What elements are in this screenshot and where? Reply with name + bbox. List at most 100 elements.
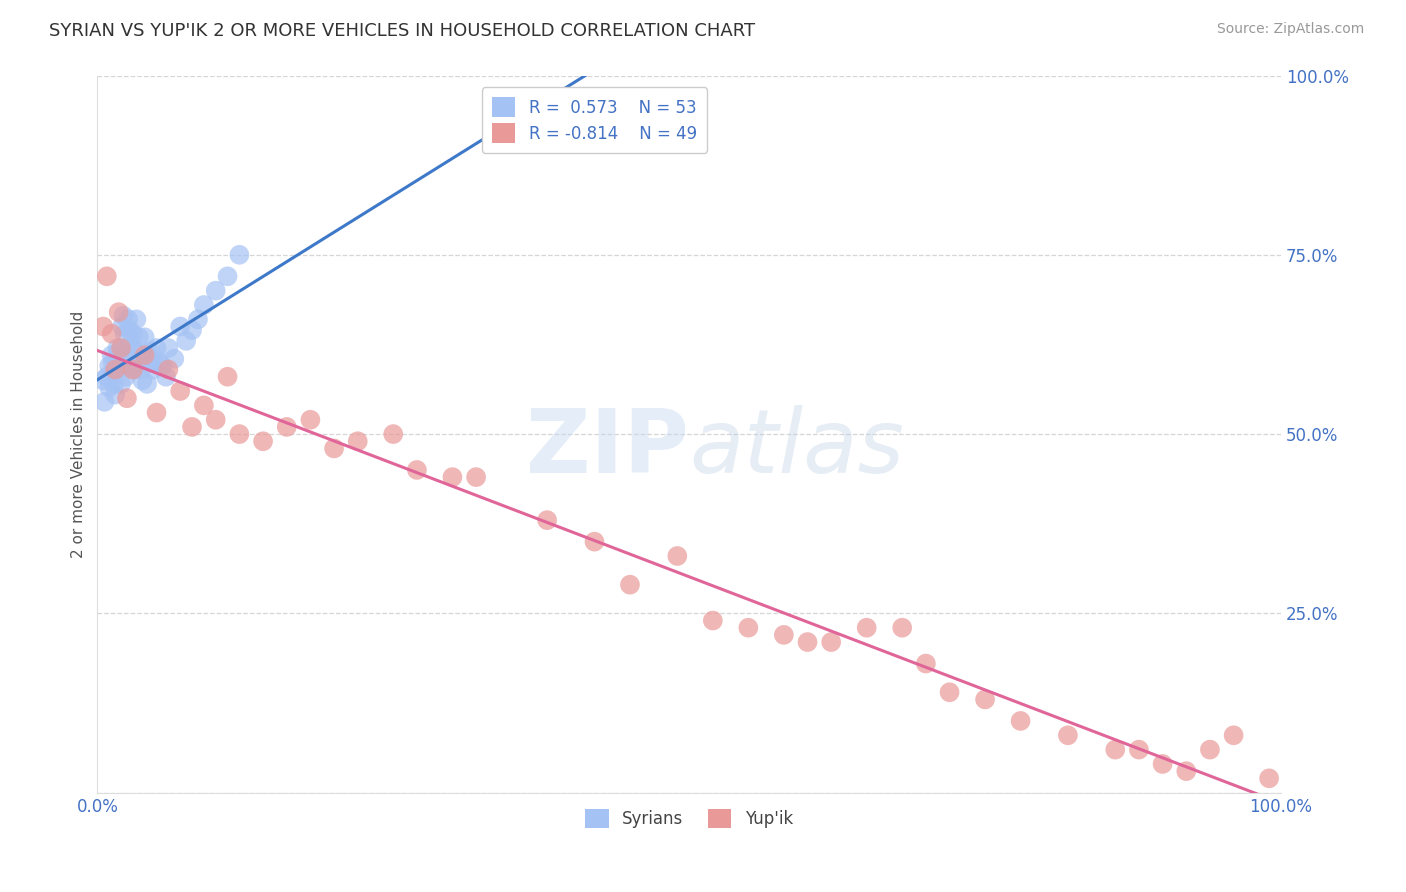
Point [157, 341, 180, 355]
Point [96, 269, 118, 284]
Legend: Syrians, Yup'ik: Syrians, Yup'ik [579, 802, 800, 835]
Point [1222, 728, 1244, 742]
Text: atlas: atlas [689, 406, 904, 491]
Point [820, 635, 842, 649]
Point [105, 362, 128, 376]
Point [1057, 728, 1080, 742]
Point [163, 351, 186, 366]
Point [193, 298, 215, 312]
Point [122, 362, 145, 376]
Point [619, 577, 641, 591]
Point [104, 362, 127, 376]
Point [110, 359, 132, 373]
Point [107, 341, 129, 355]
Point [128, 330, 150, 344]
Point [737, 621, 759, 635]
Point [110, 376, 132, 391]
Point [93, 394, 115, 409]
Point [134, 348, 156, 362]
Point [228, 248, 250, 262]
Point [1199, 742, 1222, 756]
Point [1128, 742, 1150, 756]
Text: ZIP: ZIP [526, 405, 689, 491]
Point [772, 628, 794, 642]
Point [107, 305, 129, 319]
Point [855, 621, 877, 635]
Point [406, 463, 429, 477]
Point [974, 692, 997, 706]
Point [796, 635, 818, 649]
Point [157, 362, 180, 376]
Point [228, 427, 250, 442]
Point [536, 513, 558, 527]
Point [1104, 742, 1126, 756]
Point [115, 391, 138, 405]
Point [107, 344, 129, 359]
Point [98, 380, 121, 394]
Point [103, 376, 125, 391]
Point [100, 348, 122, 362]
Point [891, 621, 914, 635]
Point [204, 413, 226, 427]
Point [120, 359, 142, 373]
Point [101, 355, 124, 369]
Point [181, 420, 204, 434]
Point [299, 413, 322, 427]
Point [96, 369, 118, 384]
Point [346, 434, 368, 449]
Point [100, 326, 122, 341]
Point [441, 470, 464, 484]
Point [143, 355, 166, 369]
Point [125, 312, 148, 326]
Point [193, 398, 215, 412]
Point [118, 323, 141, 337]
Point [136, 348, 159, 362]
Point [583, 534, 606, 549]
Point [1175, 764, 1198, 779]
Point [181, 323, 204, 337]
Point [91, 373, 114, 387]
Point [114, 369, 136, 384]
Point [217, 269, 239, 284]
Point [174, 334, 197, 348]
Point [702, 614, 724, 628]
Point [110, 341, 132, 355]
Point [112, 309, 135, 323]
Point [666, 549, 689, 563]
Point [129, 362, 152, 376]
Point [169, 319, 191, 334]
Point [121, 341, 143, 355]
Point [114, 326, 136, 341]
Point [107, 355, 129, 369]
Point [104, 387, 127, 401]
Point [91, 319, 114, 334]
Text: Source: ZipAtlas.com: Source: ZipAtlas.com [1216, 22, 1364, 37]
Point [1010, 714, 1032, 728]
Point [323, 442, 346, 456]
Point [117, 312, 139, 326]
Point [915, 657, 938, 671]
Point [115, 341, 138, 355]
Point [217, 369, 239, 384]
Point [152, 359, 174, 373]
Point [1258, 772, 1281, 786]
Point [276, 420, 298, 434]
Point [145, 341, 167, 355]
Point [134, 351, 156, 366]
Y-axis label: 2 or more Vehicles in Household: 2 or more Vehicles in Household [72, 310, 86, 558]
Point [124, 344, 146, 359]
Point [465, 470, 488, 484]
Point [121, 326, 143, 341]
Point [1152, 756, 1174, 771]
Point [139, 344, 162, 359]
Point [204, 284, 226, 298]
Point [128, 355, 150, 369]
Point [187, 312, 209, 326]
Point [155, 369, 177, 384]
Point [121, 362, 143, 376]
Text: SYRIAN VS YUP'IK 2 OR MORE VEHICLES IN HOUSEHOLD CORRELATION CHART: SYRIAN VS YUP'IK 2 OR MORE VEHICLES IN H… [49, 22, 755, 40]
Point [382, 427, 405, 442]
Point [134, 330, 156, 344]
Point [142, 362, 165, 376]
Point [148, 355, 170, 369]
